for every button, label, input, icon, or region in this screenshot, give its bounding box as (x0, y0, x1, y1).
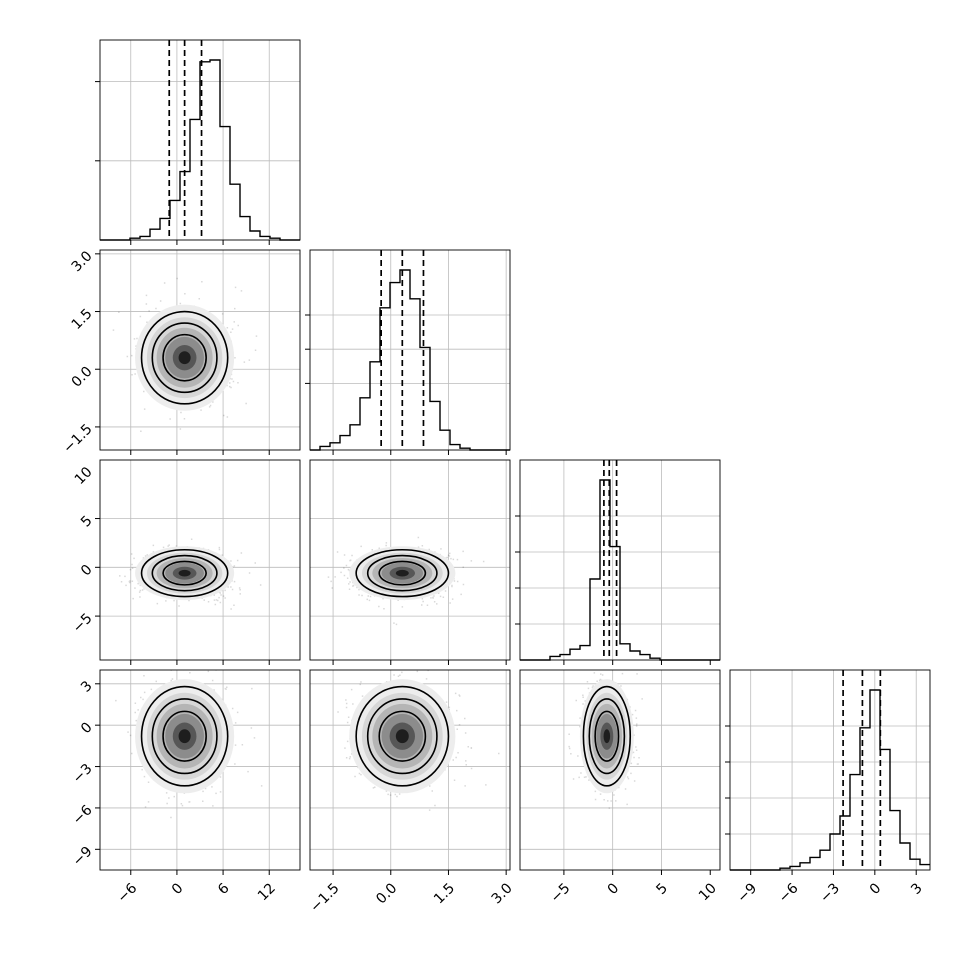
x-tick-label: 6 (215, 880, 233, 898)
x-tick-label: −3 (817, 880, 843, 906)
y-tick-label: 3 (78, 678, 96, 696)
y-tick-label: 10 (72, 464, 96, 488)
contour-line (366, 554, 438, 592)
x-tick-label: −6 (114, 880, 140, 906)
histogram-step (730, 689, 930, 871)
histogram-step (520, 479, 720, 661)
y-tick-label: −1.5 (60, 421, 95, 456)
y-tick-label: −6 (70, 802, 96, 828)
density-level (178, 569, 191, 577)
panel-2-2 (515, 459, 721, 661)
contour-line (151, 322, 218, 394)
contour-line (140, 548, 229, 598)
x-tick-label: 3 (908, 880, 926, 898)
y-tick-label: 3.0 (69, 248, 96, 275)
x-tick-label: 0 (867, 880, 885, 898)
y-tick-label: 0 (78, 720, 96, 738)
panel-2-1 (309, 459, 511, 661)
x-tick-label: 0 (605, 880, 623, 898)
contour-line (140, 685, 229, 787)
contour-line (151, 554, 218, 592)
panel-1-1 (305, 249, 511, 451)
axes-frame (99, 39, 301, 241)
histogram-step (310, 269, 510, 451)
contour-line (140, 310, 229, 405)
x-tick-label: −5 (548, 880, 574, 906)
contour-line (588, 698, 626, 775)
contour-line (162, 560, 207, 586)
x-tick-label: 10 (696, 880, 720, 904)
panel-3-0 (99, 669, 301, 871)
panel-3-2 (519, 669, 721, 871)
density-level (178, 351, 191, 365)
panel-3-1 (309, 669, 511, 871)
contour-line (162, 710, 207, 762)
panel-3-3 (725, 669, 931, 871)
x-tick-label: 12 (255, 880, 279, 904)
density-level (395, 569, 409, 577)
x-tick-label: 0.0 (373, 880, 400, 907)
x-tick-label: 1.5 (431, 880, 458, 907)
contour-line (355, 685, 450, 787)
density-level (603, 729, 611, 744)
y-tick-label: −3 (70, 761, 96, 787)
contour-line (378, 710, 427, 762)
axes-frame (99, 459, 301, 661)
contour-line (366, 698, 438, 775)
y-tick-label: −9 (70, 844, 96, 870)
y-tick-label: 1.5 (69, 306, 96, 333)
y-tick-label: 0.0 (69, 364, 96, 391)
axes-frame (519, 459, 721, 661)
y-tick-label: 0 (78, 562, 96, 580)
contour-line (582, 685, 632, 787)
x-tick-label: 5 (653, 880, 671, 898)
y-tick-label: −5 (70, 610, 96, 636)
x-tick-label: 3.0 (489, 880, 516, 907)
axes-frame (729, 669, 931, 871)
axes-frame (309, 459, 511, 661)
axes-frame (99, 669, 301, 871)
contour-line (378, 560, 427, 586)
density-level (395, 729, 409, 744)
density-level (178, 729, 191, 744)
x-tick-label: −9 (734, 880, 760, 906)
histogram-step (100, 59, 300, 241)
contour-line (151, 698, 218, 775)
axes-frame (309, 249, 511, 451)
x-tick-label: −6 (776, 880, 802, 906)
axes-frame (309, 669, 511, 871)
y-tick-label: 5 (78, 513, 96, 531)
contour-line (594, 710, 620, 762)
contour-line (355, 548, 450, 598)
x-tick-label: −1.5 (307, 880, 342, 915)
panel-2-0 (99, 459, 301, 661)
axes-frame (99, 249, 301, 451)
axes-frame (519, 669, 721, 871)
x-tick-label: 0 (169, 880, 187, 898)
panel-0-0 (95, 39, 301, 241)
panel-1-0 (99, 249, 301, 451)
contour-line (162, 333, 207, 382)
